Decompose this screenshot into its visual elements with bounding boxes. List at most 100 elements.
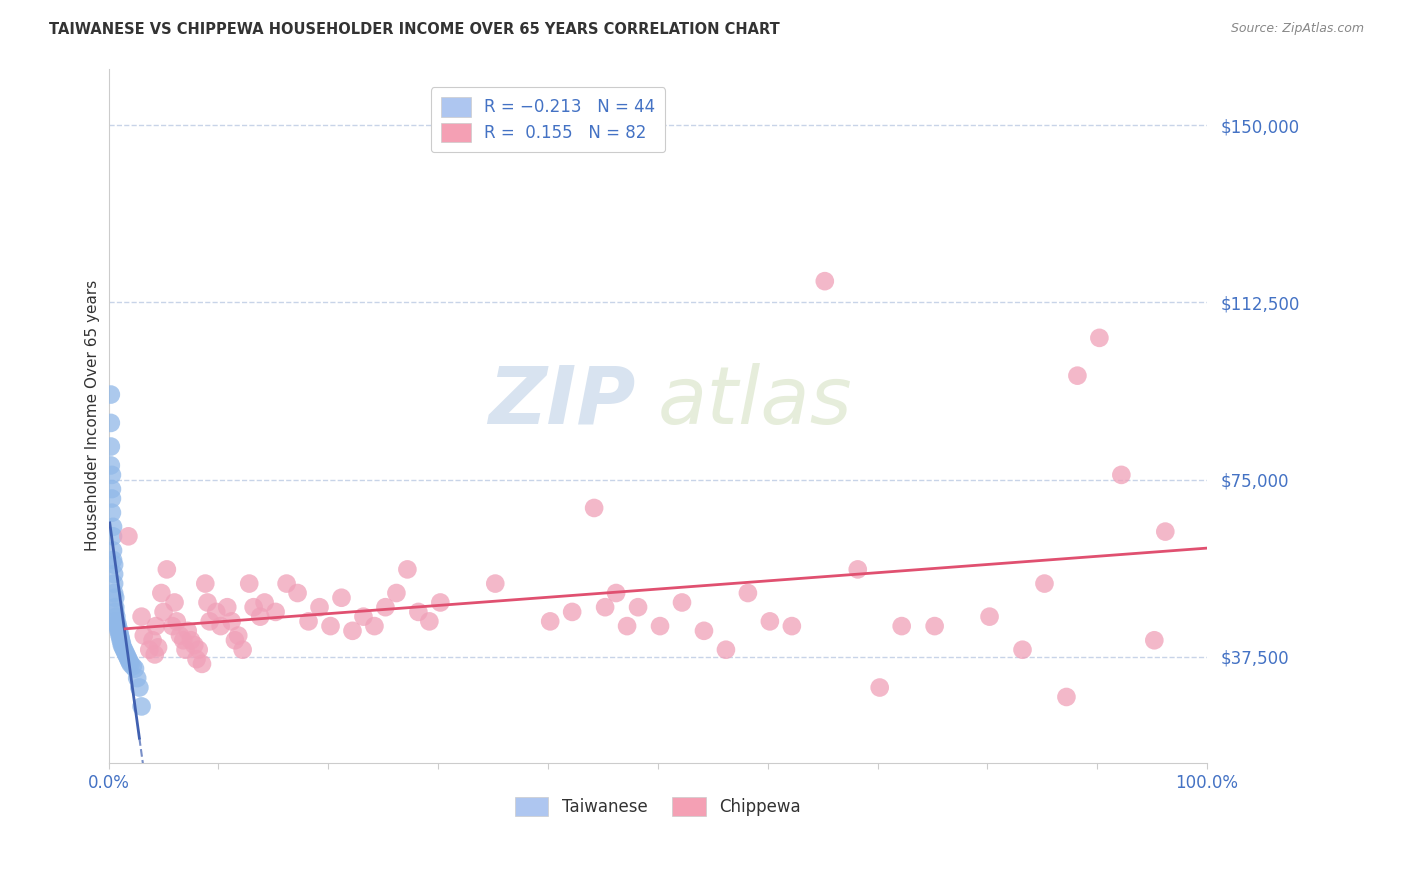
Point (131, 699, 153, 714)
Point (172, 633, 194, 648)
Point (385, 586, 408, 600)
Point (205, 605, 228, 619)
Point (1143, 633, 1166, 648)
Point (714, 642, 737, 657)
Point (238, 576, 260, 591)
Point (138, 642, 160, 657)
Legend: Taiwanese, Chippewa: Taiwanese, Chippewa (506, 789, 808, 824)
Point (166, 615, 188, 629)
Point (221, 615, 243, 629)
Point (353, 609, 375, 624)
Point (108, 626, 131, 640)
Point (1011, 642, 1033, 657)
Point (104, 591, 127, 605)
Point (162, 619, 184, 633)
Point (112, 642, 135, 657)
Y-axis label: Householder Income Over 65 years: Householder Income Over 65 years (86, 280, 100, 551)
Point (538, 615, 561, 629)
Point (363, 619, 385, 633)
Point (671, 595, 693, 609)
Text: TAIWANESE VS CHIPPEWA HOUSEHOLDER INCOME OVER 65 YEARS CORRELATION CHART: TAIWANESE VS CHIPPEWA HOUSEHOLDER INCOME… (49, 22, 780, 37)
Point (124, 662, 146, 676)
Point (814, 274, 837, 288)
Point (194, 576, 217, 591)
Point (183, 638, 205, 652)
Point (759, 615, 782, 629)
Point (627, 600, 650, 615)
Point (249, 609, 271, 624)
Point (319, 619, 342, 633)
Text: ZIP: ZIP (488, 363, 636, 441)
Point (121, 659, 143, 673)
Point (330, 591, 353, 605)
Point (869, 681, 891, 695)
Point (1154, 524, 1177, 539)
Point (429, 595, 451, 609)
Point (131, 609, 153, 624)
Point (198, 615, 221, 629)
Point (142, 633, 165, 648)
Point (174, 642, 197, 657)
Point (308, 600, 330, 615)
Point (100, 440, 122, 454)
Point (115, 648, 138, 662)
Point (145, 619, 167, 633)
Point (177, 624, 200, 638)
Point (342, 624, 364, 638)
Point (111, 640, 134, 655)
Point (297, 615, 319, 629)
Point (111, 635, 134, 649)
Point (418, 615, 440, 629)
Point (408, 605, 430, 619)
Point (1111, 467, 1133, 482)
Point (101, 482, 124, 496)
Point (103, 576, 125, 591)
Point (287, 586, 309, 600)
Point (103, 567, 125, 582)
Point (890, 619, 912, 633)
Point (846, 562, 869, 576)
Point (110, 633, 132, 648)
Point (224, 633, 246, 648)
Point (232, 642, 254, 657)
Point (924, 619, 946, 633)
Point (737, 586, 759, 600)
Point (127, 671, 149, 685)
Text: atlas: atlas (658, 363, 852, 441)
Point (616, 619, 638, 633)
Point (156, 562, 179, 576)
Point (103, 586, 125, 600)
Point (107, 624, 129, 638)
Point (120, 657, 142, 671)
Point (101, 543, 124, 558)
Point (117, 652, 139, 666)
Point (561, 605, 583, 619)
Point (187, 642, 209, 657)
Point (146, 640, 169, 655)
Point (101, 520, 124, 534)
Point (253, 595, 276, 609)
Point (101, 467, 124, 482)
Point (105, 615, 128, 629)
Point (1088, 331, 1111, 345)
Point (180, 633, 202, 648)
Point (396, 562, 419, 576)
Point (101, 553, 124, 567)
Point (111, 638, 134, 652)
Point (100, 416, 122, 430)
Point (209, 619, 232, 633)
Point (104, 605, 127, 619)
Point (186, 652, 208, 666)
Text: Source: ZipAtlas.com: Source: ZipAtlas.com (1230, 22, 1364, 36)
Point (226, 628, 249, 642)
Point (104, 600, 127, 615)
Point (108, 628, 131, 642)
Point (197, 595, 219, 609)
Point (117, 529, 139, 543)
Point (163, 595, 186, 609)
Point (979, 609, 1001, 624)
Point (105, 609, 128, 624)
Point (110, 631, 132, 645)
Point (693, 624, 716, 638)
Point (374, 600, 396, 615)
